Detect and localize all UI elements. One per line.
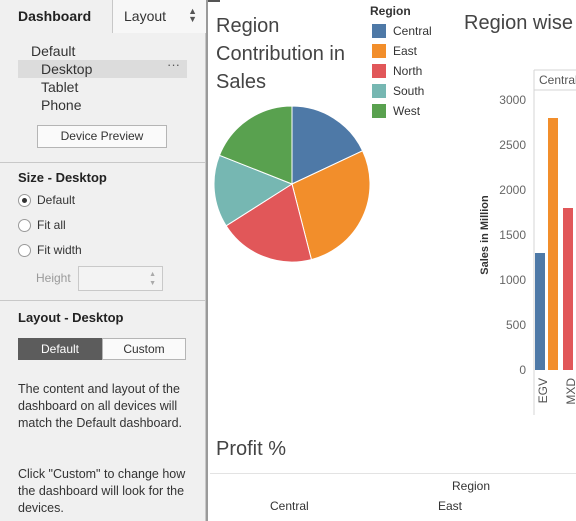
legend-label: Central [393,24,432,38]
custom-hint: Click "Custom" to change how the dashboa… [18,467,186,515]
pie-slice-south[interactable] [213,154,294,227]
legend-label: North [393,64,423,78]
x-category-label: MXD [564,378,576,405]
legend-swatch [372,104,386,118]
radio-icon [18,244,31,257]
radio-default-label: Default [37,193,76,207]
device-desktop-label: Desktop [41,61,93,77]
more-options-icon[interactable]: ··· [167,57,180,72]
layout-section-title: Layout - Desktop [18,310,124,325]
legend-label: South [393,84,425,98]
legend-label: East [393,44,418,58]
size-section-title: Size - Desktop [18,170,107,185]
pie-slice-west[interactable] [218,105,293,185]
bar-egv-1[interactable] [548,118,558,370]
layout-description: The content and layout of the dashboard … [18,382,182,430]
divider [0,162,206,163]
profit-col-central: Central [270,499,309,513]
facet-label: Central [539,73,576,87]
legend-swatch [372,44,386,58]
y-tick-label: 2500 [499,138,526,152]
panel-tabbar: Dashboard Layout ▲ ▼ [0,0,206,33]
pie-slice-north[interactable] [225,183,313,263]
radio-fit-width-label: Fit width [37,243,82,257]
legend-label: West [393,104,421,118]
legend-title: Region [370,4,411,18]
device-preview-button[interactable]: Device Preview [37,125,167,148]
radio-selected-icon [18,194,31,207]
device-tablet[interactable]: Tablet [41,79,79,95]
left-panel: Dashboard Layout ▲ ▼ Default Desktop ··· … [0,0,206,521]
tab-layout-label: Layout [124,8,167,24]
y-tick-label: 3000 [499,93,526,107]
profit-region-header: Region [452,479,491,493]
bar-chart[interactable]: Central 0 500 1000 1500 2000 2500 3000 Sales in … [470,60,576,420]
device-phone[interactable]: Phone [41,97,82,113]
y-tick-label: 1000 [499,273,526,287]
y-tick-label: 0 [519,363,526,377]
device-default[interactable]: Default [31,43,76,59]
profit-title: Profit % [216,438,287,460]
device-desktop[interactable]: Desktop ··· [18,57,187,78]
legend-swatch [372,64,386,78]
x-category-label: EGV [536,378,550,403]
selection-corner [208,0,220,2]
bar-chart-title: Region wise [464,12,573,34]
layout-custom-button[interactable]: Custom [102,338,186,360]
legend-swatch [372,24,386,38]
radio-icon [18,219,31,232]
height-label: Height [36,271,71,285]
layout-default-button[interactable]: Default [18,338,102,360]
radio-fit-all-label: Fit all [37,218,66,232]
dashboard-canvas: Region Contribution in Sales Region Cent… [206,0,576,521]
pie-slice-east[interactable] [291,150,371,261]
bar-egv-0[interactable] [535,253,545,370]
divider [0,300,206,301]
pie-slice-central[interactable] [291,105,364,185]
y-tick-label: 500 [506,318,526,332]
tab-layout[interactable]: Layout ▲ ▼ [112,0,206,33]
pie-chart-title: Region Contribution in Sales [216,15,345,93]
y-tick-label: 1500 [499,228,526,242]
profit-col-east: East [438,499,463,513]
y-tick-label: 2000 [499,183,526,197]
spinner-arrows-icon[interactable]: ▲ ▼ [149,271,156,287]
updown-arrows-icon: ▲ ▼ [188,6,197,24]
profit-divider [210,473,576,474]
y-axis-title: Sales in Million [479,195,491,275]
height-input[interactable]: ▲ ▼ [78,266,163,291]
bar-mxd-2[interactable] [563,208,573,370]
tab-dashboard[interactable]: Dashboard [0,0,112,33]
pie-chart[interactable] [212,104,372,268]
legend-swatch [372,84,386,98]
